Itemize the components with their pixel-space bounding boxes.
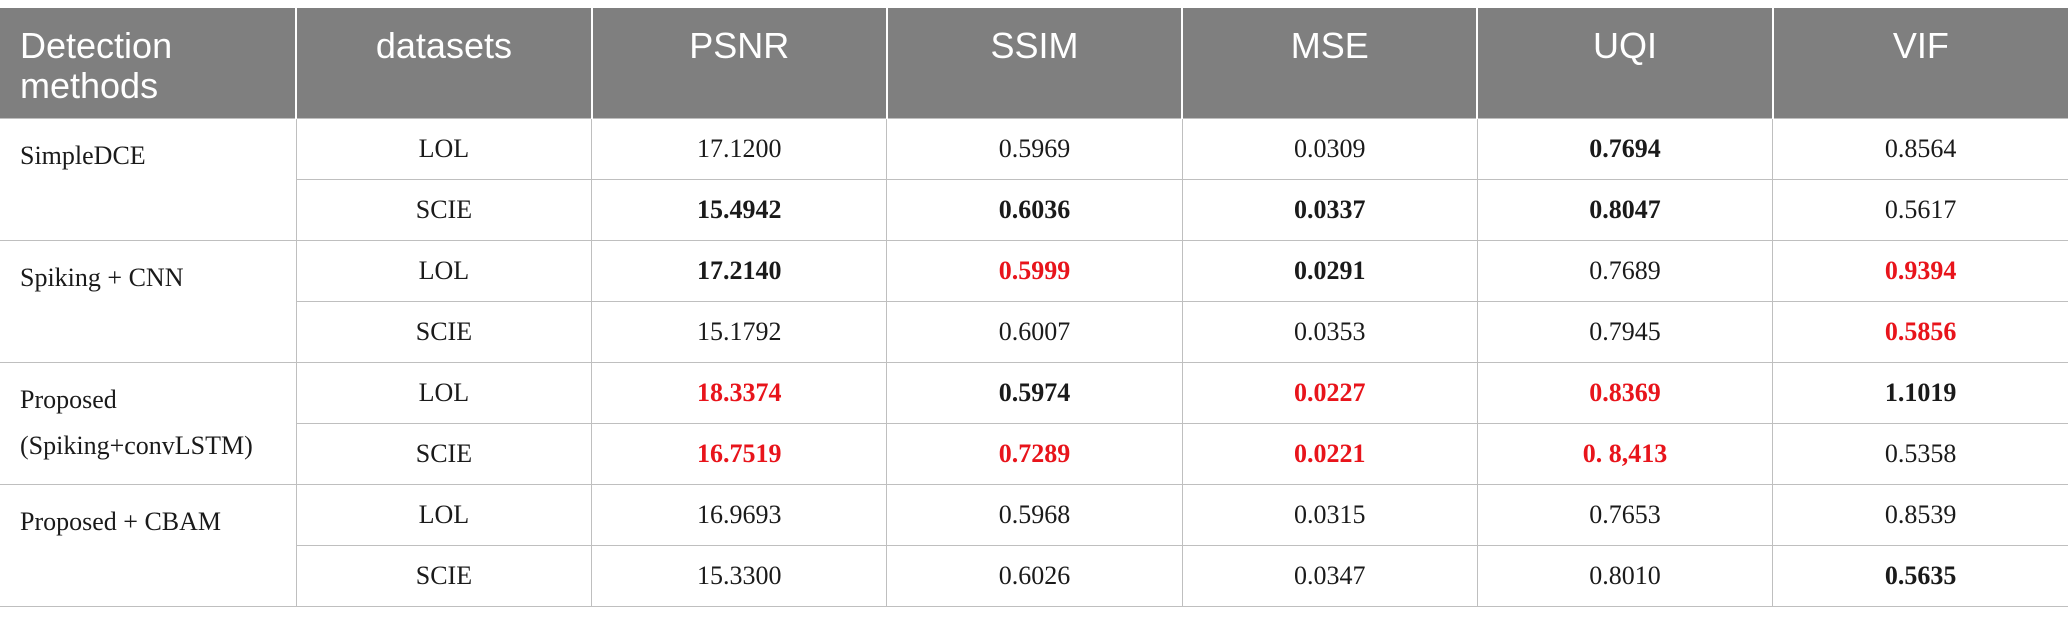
method-cell: Proposed (Spiking+convLSTM): [0, 361, 297, 485]
psnr-value: 17.1200: [591, 117, 888, 180]
method-cell: Proposed + CBAM: [0, 483, 297, 607]
dataset-cell: SCIE: [295, 178, 593, 241]
mse-value: 0.0309: [1181, 117, 1478, 180]
header-row: Detection methods datasets PSNR SSIM MSE…: [0, 8, 2068, 118]
table-row: SCIE 15.3300 0.6026 0.0347 0.8010 0.5635: [0, 544, 2068, 607]
method-cell: Spiking + CNN: [0, 239, 297, 363]
vif-value: 0.5856: [1772, 300, 2068, 363]
ssim-value: 0.5969: [886, 117, 1183, 180]
psnr-value: 15.1792: [591, 300, 888, 363]
uqi-value: 0.7689: [1476, 239, 1774, 302]
vif-value: 0.8564: [1772, 117, 2068, 180]
method-name: Spiking + CNN: [20, 262, 184, 292]
ssim-value: 0.5999: [886, 239, 1183, 302]
method-name-line2: (Spiking+convLSTM): [20, 430, 253, 460]
uqi-value: 0.8369: [1476, 361, 1774, 424]
psnr-value: 17.2140: [591, 239, 888, 302]
table-row: SCIE 15.1792 0.6007 0.0353 0.7945 0.5856: [0, 300, 2068, 363]
uqi-value: 0. 8,413: [1476, 422, 1774, 485]
dataset-cell: LOL: [295, 117, 593, 180]
header-vif: VIF: [1771, 8, 2068, 118]
table-row: SimpleDCE LOL 17.1200 0.5969 0.0309 0.7694 0.8…: [0, 117, 2068, 241]
vif-value: 0.5358: [1772, 422, 2068, 485]
mse-value: 0.0353: [1181, 300, 1478, 363]
uqi-value: 0.7945: [1476, 300, 1774, 363]
method-name: Proposed: [20, 384, 117, 414]
method-cell: SimpleDCE: [0, 117, 297, 241]
header-uqi: UQI: [1476, 8, 1773, 118]
ssim-value: 0.5968: [886, 483, 1183, 546]
method-name: SimpleDCE: [20, 140, 146, 170]
table-row: Proposed + CBAM LOL 16.9693 0.5968 0.0315 0.7…: [0, 483, 2068, 607]
header-datasets: datasets: [295, 8, 592, 118]
dataset-cell: SCIE: [295, 422, 593, 485]
vif-value: 0.9394: [1772, 239, 2068, 302]
uqi-value: 0.7694: [1476, 117, 1774, 180]
table-row: SCIE 15.4942 0.6036 0.0337 0.8047 0.5617: [0, 178, 2068, 241]
header-detection-methods: Detection methods: [0, 8, 297, 118]
vif-value: 0.5635: [1772, 544, 2068, 607]
psnr-value: 15.3300: [591, 544, 888, 607]
mse-value: 0.0315: [1181, 483, 1478, 546]
table-row: Proposed (Spiking+convLSTM) LOL 18.3374 0.59…: [0, 361, 2068, 485]
psnr-value: 16.7519: [591, 422, 888, 485]
method-name: Proposed + CBAM: [20, 506, 222, 536]
mse-value: 0.0347: [1181, 544, 1478, 607]
mse-value: 0.0227: [1181, 361, 1478, 424]
ssim-value: 0.6026: [886, 544, 1183, 607]
table-row: Spiking + CNN LOL 17.2140 0.5999 0.0291 0.768…: [0, 239, 2068, 363]
vif-value: 0.5617: [1772, 178, 2068, 241]
mse-value: 0.0337: [1181, 178, 1478, 241]
table-body: SimpleDCE LOL 17.1200 0.5969 0.0309 0.7694 0.8…: [0, 117, 2068, 607]
uqi-value: 0.8047: [1476, 178, 1774, 241]
header-psnr: PSNR: [590, 8, 887, 118]
vif-value: 1.1019: [1772, 361, 2068, 424]
mse-value: 0.0221: [1181, 422, 1478, 485]
dataset-cell: LOL: [295, 361, 593, 424]
psnr-value: 18.3374: [591, 361, 888, 424]
psnr-value: 16.9693: [591, 483, 888, 546]
uqi-value: 0.7653: [1476, 483, 1774, 546]
ssim-value: 0.7289: [886, 422, 1183, 485]
vif-value: 0.8539: [1772, 483, 2068, 546]
results-table: Detection methods datasets PSNR SSIM MSE…: [0, 8, 2068, 607]
ssim-value: 0.6007: [886, 300, 1183, 363]
dataset-cell: SCIE: [295, 300, 593, 363]
ssim-value: 0.5974: [886, 361, 1183, 424]
header-mse: MSE: [1181, 8, 1478, 118]
ssim-value: 0.6036: [886, 178, 1183, 241]
uqi-value: 0.8010: [1476, 544, 1774, 607]
table-row: SCIE 16.7519 0.7289 0.0221 0. 8,413 0.5358: [0, 422, 2068, 485]
mse-value: 0.0291: [1181, 239, 1478, 302]
dataset-cell: LOL: [295, 239, 593, 302]
dataset-cell: SCIE: [295, 544, 593, 607]
psnr-value: 15.4942: [591, 178, 888, 241]
dataset-cell: LOL: [295, 483, 593, 546]
header-ssim: SSIM: [885, 8, 1183, 118]
